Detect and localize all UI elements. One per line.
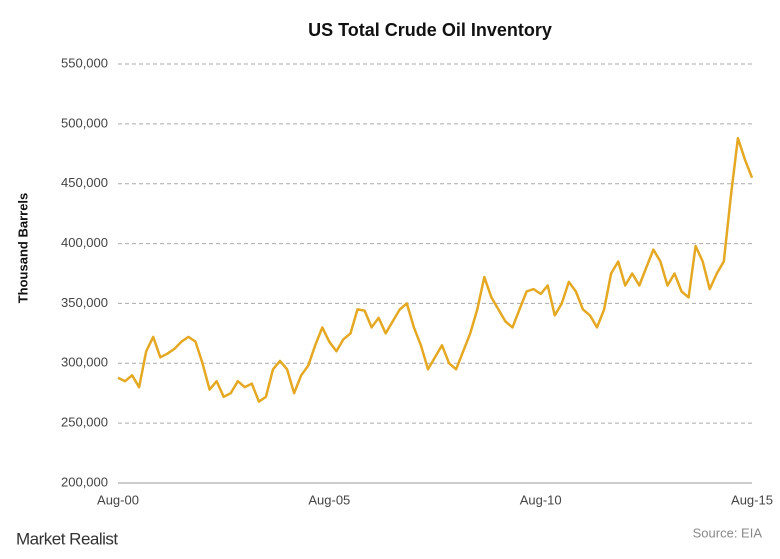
- y-tick-label: 200,000: [61, 474, 108, 489]
- y-tick-label: 300,000: [61, 355, 108, 370]
- data-line: [117, 136, 754, 403]
- x-tick-label: Aug-05: [308, 492, 350, 507]
- y-tick-label: 500,000: [61, 115, 108, 130]
- y-tick-label: 400,000: [61, 235, 108, 250]
- x-tick-label: Aug-00: [97, 492, 139, 507]
- y-axis-label: Thousand Barrels: [15, 193, 30, 304]
- x-tick-label: Aug-10: [520, 492, 562, 507]
- x-tick-label: Aug-15: [731, 492, 773, 507]
- y-tick-label: 550,000: [61, 55, 108, 70]
- y-tick-label: 450,000: [61, 175, 108, 190]
- y-tick-label: 350,000: [61, 295, 108, 310]
- source: Source: EIA: [693, 525, 763, 540]
- brand: Market Realist: [16, 529, 118, 548]
- chart-title: US Total Crude Oil Inventory: [308, 20, 552, 40]
- y-tick-label: 250,000: [61, 415, 108, 430]
